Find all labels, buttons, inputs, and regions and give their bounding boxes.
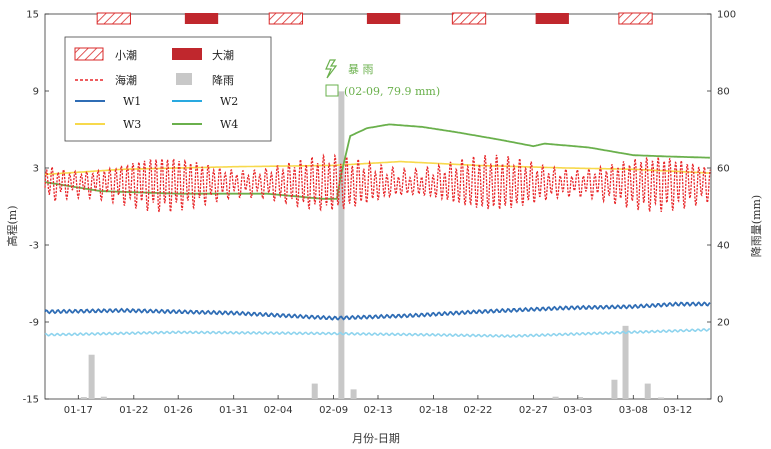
x-tick-label: 02-09 [319, 405, 348, 416]
rainfall-bar [644, 383, 651, 399]
storm-marker-box [325, 84, 339, 97]
legend-w1-label: W1 [123, 95, 141, 108]
series-lines [44, 123, 711, 338]
rainfall-bar [658, 397, 665, 399]
y-right-tick-label: 0 [717, 395, 723, 406]
rainfall-bar [311, 383, 318, 399]
legend-rain-label: 降雨 [212, 73, 234, 87]
y-left-tick-label: 3 [33, 164, 39, 175]
x-tick-label: 02-22 [463, 405, 492, 416]
neap-tide-marker [451, 12, 487, 25]
legend-neap-swatch [74, 47, 104, 61]
y-left-tick-label: 9 [33, 87, 39, 98]
series-line-w1 [44, 301, 711, 321]
legend-spring-swatch [172, 48, 202, 60]
tide-period-markers [96, 12, 653, 25]
spring-tide-marker [184, 13, 219, 24]
legend-spring-label: 大潮 [212, 48, 234, 62]
x-tick-label: 02-27 [519, 405, 548, 416]
y-right-tick-label: 40 [717, 241, 730, 252]
storm-annotation: 暴 雨 (02-09, 79.9 mm) [325, 59, 440, 98]
legend-tide-label: 海潮 [115, 73, 137, 87]
legend-w4-label: W4 [220, 118, 238, 131]
y-right-tick-label: 100 [717, 10, 736, 21]
y-axis-right-label: 降雨量(mm) [749, 195, 763, 257]
rainfall-bar [552, 396, 559, 399]
x-tick-label: 01-22 [119, 405, 148, 416]
y-right-tick-label: 80 [717, 87, 730, 98]
y-left-tick-label: 15 [26, 10, 39, 21]
legend-w2-label: W2 [220, 95, 238, 108]
rainfall-bar [100, 396, 107, 399]
rainfall-bar [338, 91, 345, 399]
rainfall-bar [88, 354, 95, 399]
series-line-tide [44, 153, 711, 213]
x-tick-label: 03-03 [563, 405, 592, 416]
storm-title: 暴 雨 [348, 63, 374, 76]
series-line-w4 [44, 123, 710, 200]
spring-tide-marker [366, 13, 401, 24]
x-tick-label: 03-12 [663, 405, 692, 416]
legend-neap-label: 小潮 [115, 48, 137, 62]
y-left-tick-label: -3 [29, 241, 39, 252]
rainfall-bar [611, 379, 618, 399]
y-left-tick-label: -15 [23, 395, 39, 406]
x-axis-label: 月份-日期 [352, 432, 400, 445]
neap-tide-marker [268, 12, 304, 25]
y-axis-left-label: 高程(m) [5, 205, 19, 246]
rainfall-bar [350, 389, 357, 399]
x-tick-label: 01-31 [219, 405, 248, 416]
y-right-tick-label: 60 [717, 164, 730, 175]
x-tick-label: 02-13 [363, 405, 392, 416]
x-tick-label: 01-26 [164, 405, 193, 416]
rainfall-bar [80, 397, 87, 399]
x-tick-label: 02-18 [419, 405, 448, 416]
storm-label: (02-09, 79.9 mm) [344, 85, 440, 98]
neap-tide-marker [618, 12, 653, 25]
x-tick-label: 02-04 [264, 405, 293, 416]
legend-w3-label: W3 [123, 118, 141, 131]
legend-rain-swatch [176, 73, 192, 85]
neap-tide-marker [96, 12, 131, 25]
rainfall-bars [80, 91, 665, 399]
x-tick-label: 01-17 [64, 405, 93, 416]
series-line-w2 [44, 328, 711, 338]
y-left-tick-label: -9 [29, 318, 39, 329]
legend: 小潮 大潮 海潮 降雨 W1 W2 W3 W4 [64, 36, 272, 142]
x-tick-label: 03-08 [619, 405, 648, 416]
rainfall-bar [622, 325, 629, 399]
axes: 15 9 3 -3 -9 -15 100 80 60 40 20 0 01-17 01-22 01-26 01… [23, 10, 736, 417]
y-right-tick-label: 20 [717, 318, 730, 329]
rainfall-bar [577, 397, 584, 399]
spring-tide-marker [535, 13, 569, 24]
lightning-icon [325, 59, 338, 79]
